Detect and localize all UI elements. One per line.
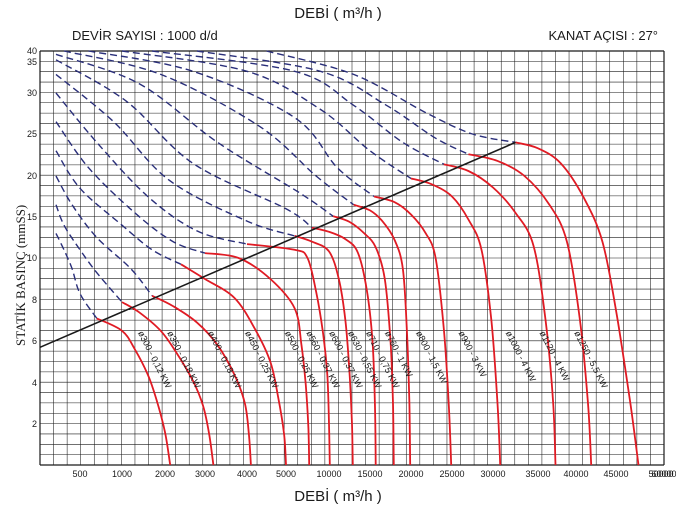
dashed-curve-9 [55, 53, 334, 217]
curve-label-15: ø1250 - 5,5 KW [572, 329, 610, 390]
x-tick-label: 35000 [525, 469, 550, 479]
dashed-curve-14 [196, 50, 469, 155]
fan-curve-7 [294, 235, 354, 466]
fan-curve-12 [410, 177, 502, 466]
chart-title: DEBİ ( m³/h ) [294, 5, 382, 22]
dashed-curve-5 [55, 121, 206, 254]
fan-curve-10 [353, 203, 412, 466]
fan-curve-1 [96, 317, 172, 466]
operating-line-group [39, 141, 516, 349]
curve-label-14: ø1120 - 4 KW [538, 329, 572, 383]
x-tick-label: 30000 [480, 469, 505, 479]
curve-label-4: ø450 - 0,25 KW [243, 329, 281, 390]
y-tick-label: 20 [27, 171, 37, 181]
operating-line [39, 141, 516, 349]
dashed-curve-13 [152, 50, 445, 165]
fan-curve-2 [121, 301, 215, 466]
fan-curve-9 [332, 215, 395, 466]
x-tick-label: 500 [72, 469, 87, 479]
fan-curve-11 [373, 195, 453, 466]
blade-angle-note: KANAT AÇISI : 27° [548, 28, 658, 43]
x-tick-label: 50000 [648, 469, 673, 479]
dashed-curve-11 [88, 50, 375, 198]
dashed-curve-15 [266, 50, 516, 144]
y-tick-label: 6 [32, 336, 37, 346]
y-tick-label: 15 [27, 212, 37, 222]
fan-curve-4 [180, 263, 287, 466]
y-tick-label: 40 [27, 46, 37, 56]
x-tick-label: 1000 [112, 469, 132, 479]
x-axis-label: DEBİ ( m³/h ) [294, 488, 382, 505]
x-tick-label: 20000 [398, 469, 423, 479]
dashed-curve-2 [55, 204, 123, 303]
fan-curve-3 [151, 294, 252, 466]
curve-label-13: ø1000 - 4 KW [504, 329, 538, 383]
fan-curves [96, 141, 640, 466]
y-tick-label: 4 [32, 378, 37, 388]
fan-curve-8 [311, 226, 377, 466]
x-tick-label: 2000 [155, 469, 175, 479]
y-tick-label: 8 [32, 295, 37, 305]
curve-label-3: ø400 - 0,18 KW [206, 329, 244, 390]
fan-curve-13 [443, 163, 557, 466]
y-tick-label: 2 [32, 419, 37, 429]
y-tick-label: 30 [27, 88, 37, 98]
dashed-curve-4 [55, 150, 182, 265]
x-tick-label: 45000 [603, 469, 628, 479]
x-tick-label: 5000 [276, 469, 296, 479]
y-tick-label: 10 [27, 253, 37, 263]
rpm-note: DEVİR SAYISI : 1000 d/d [72, 28, 218, 43]
fan-curve-5 [204, 252, 311, 466]
dashed-curve-12 [121, 50, 412, 180]
dashed-curve-10 [63, 50, 355, 206]
x-tick-label: 4000 [237, 469, 257, 479]
x-tick-label: 60000 [651, 469, 676, 479]
grid [39, 50, 665, 466]
x-tick-label: 15000 [357, 469, 382, 479]
y-tick-label: 25 [27, 129, 37, 139]
dashed-curve-1 [55, 233, 98, 319]
y-tick-label: 35 [27, 57, 37, 67]
x-tick-label: 10000 [316, 469, 341, 479]
dashed-curve-6 [55, 92, 248, 245]
dashed-curve-7 [55, 73, 295, 237]
fan-curve-6 [246, 243, 331, 466]
dashed-curves [55, 50, 516, 319]
fan-curve-15 [515, 141, 640, 466]
x-tick-label: 25000 [439, 469, 464, 479]
x-tick-label: 40000 [563, 469, 588, 479]
fan-curve-14 [468, 153, 593, 466]
tick-labels: 500 1000 2000 3000 4000 5000 10000 15000 20000 25… [27, 46, 676, 479]
x-tick-label: 3000 [195, 469, 215, 479]
